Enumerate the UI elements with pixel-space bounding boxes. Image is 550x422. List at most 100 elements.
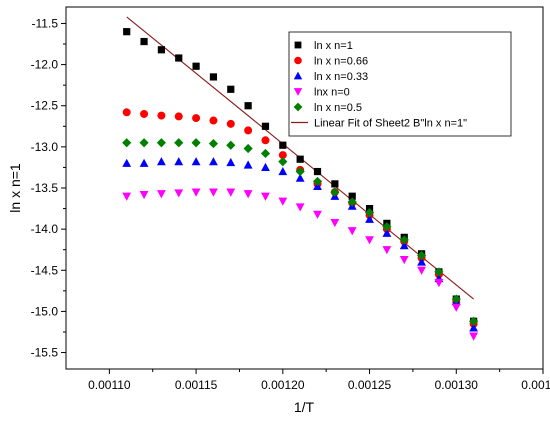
data-point xyxy=(157,111,166,120)
data-point xyxy=(243,143,253,154)
data-point xyxy=(226,119,235,128)
data-point xyxy=(365,214,374,223)
data-point xyxy=(123,28,131,36)
data-point xyxy=(140,37,148,46)
y-tick-label: -11.5 xyxy=(32,16,59,30)
legend-label: ln x n=1 xyxy=(314,40,353,52)
y-tick-label: -13.0 xyxy=(31,140,59,154)
legend-marker xyxy=(294,41,302,49)
data-point xyxy=(260,148,271,159)
legend-label: ln x n=0.5 xyxy=(314,102,362,114)
x-tick-label: 0.00130 xyxy=(435,378,479,392)
data-point xyxy=(295,173,305,182)
x-axis-title: 1/T xyxy=(294,399,315,415)
y-tick-label: -12.0 xyxy=(31,58,59,72)
y-tick-label: -14.0 xyxy=(31,222,59,236)
x-tick-label: 0.00115 xyxy=(175,378,218,392)
data-point xyxy=(348,192,356,200)
data-point xyxy=(139,190,149,200)
x-tick-label: 0.00110 xyxy=(88,378,131,392)
data-point xyxy=(331,180,339,188)
data-point xyxy=(469,316,479,326)
data-point xyxy=(122,108,131,117)
data-point xyxy=(278,151,287,160)
data-point xyxy=(122,158,132,167)
y-tick-label: -14.5 xyxy=(31,263,59,277)
data-point xyxy=(227,85,235,93)
data-point xyxy=(174,138,184,148)
data-point xyxy=(243,190,253,199)
legend-label: Linear Fit of Sheet2 B"ln x n=1" xyxy=(314,118,467,130)
legend-marker xyxy=(294,56,302,65)
data-point xyxy=(451,294,461,304)
legend-marker xyxy=(293,71,303,80)
data-point xyxy=(365,236,374,245)
data-point xyxy=(295,166,305,177)
data-point xyxy=(140,109,149,118)
legend-label: ln x n=0.33 xyxy=(314,71,368,83)
y-tick-label: -15.5 xyxy=(31,346,59,360)
data-point xyxy=(279,141,287,149)
data-point xyxy=(244,102,252,110)
legend-marker xyxy=(293,102,303,112)
data-point xyxy=(278,166,288,176)
data-point xyxy=(382,228,392,237)
x-tick-label: 0.00120 xyxy=(261,378,305,392)
data-point xyxy=(434,279,444,288)
data-point xyxy=(382,222,392,232)
data-point xyxy=(295,203,305,212)
data-point xyxy=(399,235,409,245)
data-point xyxy=(191,188,201,197)
data-point xyxy=(330,218,340,228)
data-point xyxy=(192,114,201,123)
data-point xyxy=(209,73,218,81)
data-point xyxy=(209,157,218,166)
data-point xyxy=(122,138,132,148)
data-point xyxy=(330,187,340,197)
legend-box xyxy=(288,31,512,137)
data-point xyxy=(174,157,184,166)
data-point xyxy=(417,266,426,275)
data-point xyxy=(191,157,201,166)
data-point xyxy=(156,138,166,148)
y-tick-label: -12.5 xyxy=(31,99,59,113)
data-point xyxy=(208,138,219,149)
data-point xyxy=(382,246,392,255)
data-point xyxy=(347,197,357,207)
x-tick-label: 0.00125 xyxy=(348,378,392,392)
legend: ln x n=1 ln x n=0.66 ln x n=0.33 lnx n=0 ln … xyxy=(288,31,512,137)
legend-marker xyxy=(293,88,303,96)
data-point xyxy=(157,46,165,54)
data-point xyxy=(174,112,183,121)
data-point xyxy=(243,160,253,169)
data-point xyxy=(226,157,236,167)
data-point xyxy=(209,116,218,125)
data-point xyxy=(417,257,426,266)
data-point xyxy=(244,126,253,135)
data-point xyxy=(313,167,322,176)
data-point xyxy=(347,227,357,236)
data-point xyxy=(399,255,409,265)
data-point xyxy=(399,240,409,250)
y-axis-title: ln x n=1 xyxy=(7,163,23,213)
data-point xyxy=(312,176,323,187)
data-point xyxy=(139,158,149,167)
data-point xyxy=(191,138,201,148)
data-point xyxy=(469,323,479,332)
data-point xyxy=(174,189,184,198)
data-point xyxy=(261,136,270,145)
data-point xyxy=(296,155,304,163)
data-point xyxy=(139,138,149,148)
data-point xyxy=(226,188,236,197)
data-point xyxy=(313,210,322,219)
data-point xyxy=(122,192,132,201)
data-points-layer xyxy=(122,28,479,341)
data-point xyxy=(451,303,461,312)
data-point xyxy=(157,190,166,199)
data-point xyxy=(261,162,270,172)
data-point xyxy=(226,140,236,150)
data-point xyxy=(434,267,444,277)
ticks-layer: 0.00110 0.00115 0.00120 0.00125 0.00130 0.001… xyxy=(31,16,550,392)
legend-label: ln x n=0.66 xyxy=(314,56,368,68)
